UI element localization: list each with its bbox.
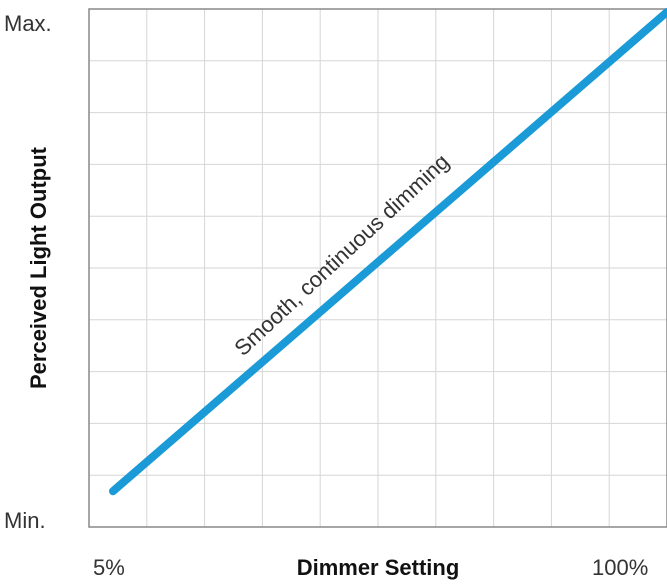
grid: [89, 9, 667, 527]
x-tick-label-start: 5%: [93, 555, 125, 580]
y-tick-label-max: Max.: [4, 11, 52, 36]
y-tick-label-min: Min.: [4, 508, 46, 533]
plot-frame: [88, 8, 667, 528]
series-line-0: [109, 8, 667, 496]
x-tick-label-end: 100%: [592, 555, 648, 580]
y-axis-title: Perceived Light Output: [26, 146, 51, 389]
series-layer: [109, 8, 667, 496]
line-annotation: Smooth, continuous dimming: [229, 149, 454, 361]
x-axis-title: Dimmer Setting: [297, 555, 460, 580]
